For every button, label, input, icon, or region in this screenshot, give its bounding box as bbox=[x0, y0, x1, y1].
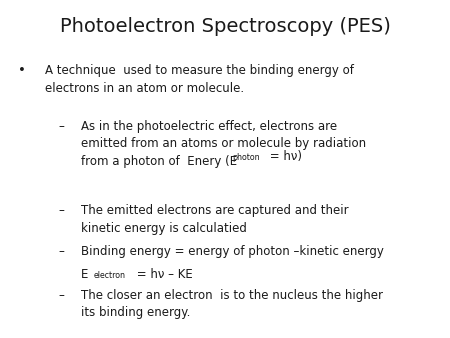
Text: –: – bbox=[58, 120, 64, 133]
Text: –: – bbox=[58, 245, 64, 258]
Text: = hν – KE: = hν – KE bbox=[133, 268, 193, 281]
Text: Binding energy = energy of photon –kinetic energy: Binding energy = energy of photon –kinet… bbox=[81, 245, 384, 258]
Text: Photoelectron Spectroscopy (PES): Photoelectron Spectroscopy (PES) bbox=[59, 17, 391, 36]
Text: The closer an electron  is to the nucleus the higher
its binding energy.: The closer an electron is to the nucleus… bbox=[81, 289, 383, 319]
Text: E: E bbox=[81, 268, 92, 281]
Text: –: – bbox=[58, 204, 64, 217]
Text: A technique  used to measure the binding energy of
electrons in an atom or molec: A technique used to measure the binding … bbox=[45, 64, 354, 95]
Text: •: • bbox=[18, 64, 26, 77]
Text: The emitted electrons are captured and their
kinetic energy is calculatied: The emitted electrons are captured and t… bbox=[81, 204, 349, 235]
Text: As in the photoelectric effect, electrons are
emitted from an atoms or molecule : As in the photoelectric effect, electron… bbox=[81, 120, 366, 168]
Text: photon: photon bbox=[233, 153, 260, 162]
Text: = hν): = hν) bbox=[266, 150, 302, 163]
Text: –: – bbox=[58, 289, 64, 302]
Text: electron: electron bbox=[94, 271, 126, 280]
